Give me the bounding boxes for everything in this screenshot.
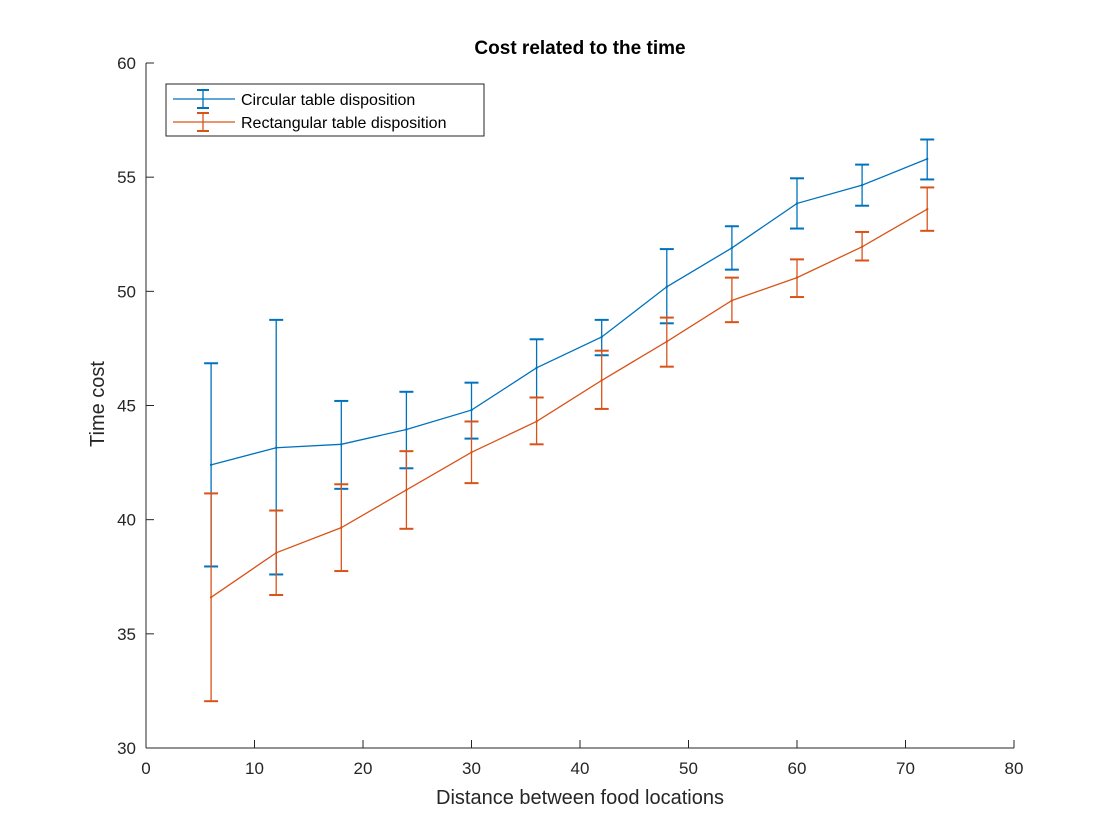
data-point — [470, 408, 473, 412]
y-tick-label: 35 — [117, 625, 136, 644]
y-tick-label: 40 — [117, 511, 136, 530]
series-line — [210, 208, 928, 598]
x-axis-label: Distance between food locations — [436, 787, 724, 809]
plot-area: 0 10 20 30 40 50 60 70 80 30 35 40 45 50 55 60 — [117, 54, 1023, 778]
data-point — [209, 463, 213, 467]
x-tick-label: 50 — [679, 759, 698, 778]
data-point — [535, 366, 538, 370]
legend-label: Circular table disposition — [241, 92, 415, 109]
data-point — [860, 245, 864, 249]
data-point — [600, 335, 603, 339]
data-point — [860, 183, 864, 187]
x-tick-label: 10 — [245, 759, 264, 778]
data-point — [405, 428, 408, 431]
data-point — [209, 596, 213, 599]
series-line — [210, 158, 928, 466]
y-axis-label: Time cost — [87, 361, 109, 447]
data-point — [405, 488, 408, 492]
x-tick-label: 60 — [788, 759, 807, 778]
data-point — [665, 340, 668, 343]
data-point — [795, 202, 799, 205]
y-tick-label: 45 — [117, 397, 136, 416]
data-point — [730, 246, 734, 250]
x-tick-label: 80 — [1005, 759, 1024, 778]
legend: Circular table disposition Rectangular ta… — [165, 83, 485, 137]
data-point — [730, 299, 734, 302]
y-tick-label: 30 — [117, 739, 136, 758]
data-point — [926, 157, 929, 161]
x-tick-label: 0 — [141, 759, 150, 778]
data-point — [535, 420, 538, 423]
chart-title: Cost related to the time — [474, 38, 685, 59]
series-1 — [204, 138, 935, 576]
y-tick-label: 60 — [117, 54, 136, 73]
data-point — [600, 379, 603, 382]
legend-label: Rectangular table disposition — [241, 115, 446, 132]
x-tick-label: 70 — [896, 759, 915, 778]
data-point — [340, 443, 343, 446]
data-point — [470, 451, 473, 454]
data-point — [665, 285, 668, 288]
data-point — [795, 276, 799, 279]
data-point — [275, 446, 278, 449]
data-point — [926, 207, 929, 211]
y-tick-label: 55 — [117, 168, 136, 187]
x-tick-label: 40 — [571, 759, 590, 778]
data-point — [275, 551, 278, 554]
legend-box — [165, 83, 485, 137]
x-tick-label: 20 — [354, 759, 373, 778]
y-tick-label: 50 — [117, 282, 136, 301]
x-tick-label: 30 — [462, 759, 481, 778]
series-2 — [204, 186, 935, 703]
data-point — [340, 526, 343, 529]
